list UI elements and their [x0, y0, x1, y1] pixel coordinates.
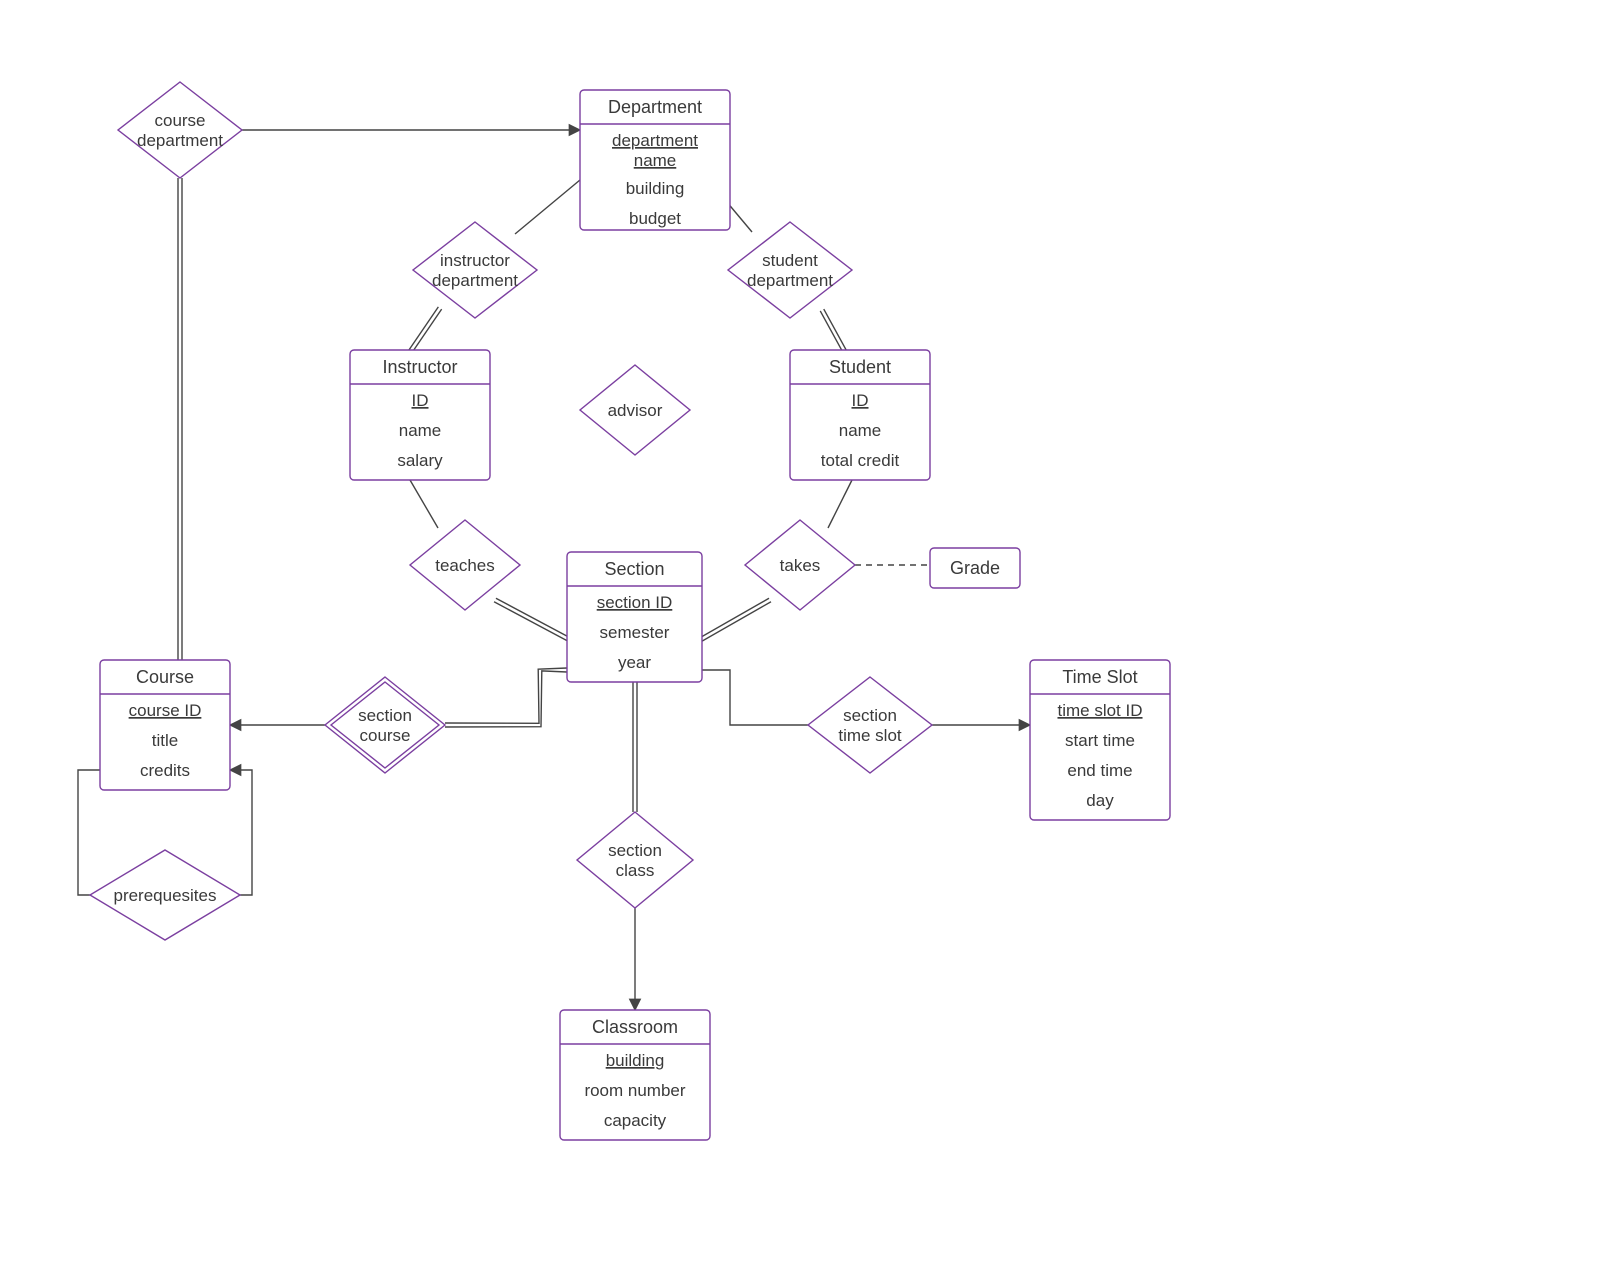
entity-grade: Grade	[930, 548, 1020, 588]
relationship-course_department: coursedepartment	[118, 82, 242, 178]
entity-time_slot: Time Slot time slot ID start time end time d…	[1030, 660, 1170, 820]
rel-label: class	[616, 861, 655, 880]
entity-attr: department	[612, 131, 698, 150]
entity-title: Time Slot	[1062, 667, 1137, 687]
entity-title: Grade	[950, 558, 1000, 578]
entity-attr: name	[399, 421, 442, 440]
relationship-advisor: advisor	[580, 365, 690, 455]
entity-attr: building	[606, 1051, 665, 1070]
entity-title: Instructor	[382, 357, 457, 377]
rel-label: teaches	[435, 556, 495, 575]
entity-attr: section ID	[597, 593, 673, 612]
entity-attr: total credit	[821, 451, 900, 470]
entity-title: Department	[608, 97, 702, 117]
rel-label: time slot	[838, 726, 902, 745]
rel-label: section	[608, 841, 662, 860]
entity-attr: ID	[412, 391, 429, 410]
relationship-takes: takes	[745, 520, 855, 610]
entity-title: Classroom	[592, 1017, 678, 1037]
entity-attr: credits	[140, 761, 190, 780]
relationship-student_department: studentdepartment	[728, 222, 852, 318]
rel-label: section	[843, 706, 897, 725]
rel-label: instructor	[440, 251, 510, 270]
rel-label: course	[359, 726, 410, 745]
rel-label: prerequesites	[113, 886, 216, 905]
entity-title: Section	[604, 559, 664, 579]
entity-classroom: Classroom building room number capacity	[560, 1010, 710, 1140]
rel-label: advisor	[608, 401, 663, 420]
entity-attr: semester	[600, 623, 670, 642]
entity-attr: room number	[584, 1081, 685, 1100]
rel-label: course	[154, 111, 205, 130]
entity-section: Section section ID semester year	[567, 552, 702, 682]
rel-label: takes	[780, 556, 821, 575]
relationship-prerequisites: prerequesites	[90, 850, 240, 940]
entity-attr: budget	[629, 209, 681, 228]
entity-course: Course course ID title credits	[100, 660, 230, 790]
entity-attr: salary	[397, 451, 443, 470]
er-diagram: coursedepartmentinstructordepartmentstud…	[0, 0, 1600, 1280]
entity-instructor: Instructor ID name salary	[350, 350, 490, 480]
rel-label: department	[137, 131, 223, 150]
entity-attr: building	[626, 179, 685, 198]
entity-attr: capacity	[604, 1111, 667, 1130]
relationship-section_time_slot: sectiontime slot	[808, 677, 932, 773]
entity-department: Department departmentname building budget	[580, 90, 730, 230]
entity-attr: time slot ID	[1057, 701, 1142, 720]
rel-label: student	[762, 251, 818, 270]
relationship-teaches: teaches	[410, 520, 520, 610]
rel-label: section	[358, 706, 412, 725]
entity-title: Course	[136, 667, 194, 687]
entity-student: Student ID name total credit	[790, 350, 930, 480]
entity-attr: year	[618, 653, 651, 672]
rel-label: department	[747, 271, 833, 290]
entity-attr: name	[839, 421, 882, 440]
entity-attr: end time	[1067, 761, 1132, 780]
entity-attr: course ID	[129, 701, 202, 720]
entity-attr: name	[634, 151, 677, 170]
entity-attr: title	[152, 731, 178, 750]
rel-label: department	[432, 271, 518, 290]
entity-title: Student	[829, 357, 891, 377]
entity-attr: day	[1086, 791, 1114, 810]
relationship-section_class: sectionclass	[577, 812, 693, 908]
entity-attr: start time	[1065, 731, 1135, 750]
entity-attr: ID	[852, 391, 869, 410]
relationship-section_course: sectioncourse	[325, 677, 445, 773]
relationship-instructor_department: instructordepartment	[413, 222, 537, 318]
